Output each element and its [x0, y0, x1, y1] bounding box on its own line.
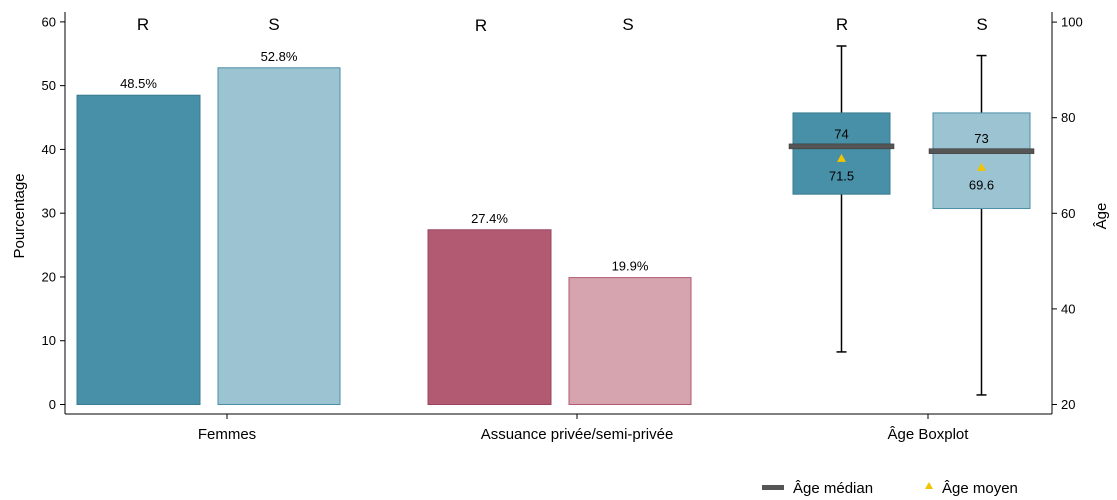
category-label-assurance: Assuance privée/semi-privée — [481, 426, 674, 443]
right-axis-title: Âge — [1093, 203, 1110, 230]
category-labels: Femmes Assuance privée/semi-privée Âge B… — [198, 426, 969, 443]
group-letter-r-boxplot: R — [836, 15, 848, 34]
bar-value-label: 48.5% — [120, 76, 157, 91]
median-line — [788, 143, 895, 150]
box — [792, 112, 891, 195]
plot-layer: 0 10 20 30 40 50 60 20 40 60 80 100 48.5% 52.8% 27.4% 1… — [42, 12, 1083, 419]
right-tick-label: 40 — [1061, 301, 1075, 316]
bar-value-label: 52.8% — [261, 49, 298, 64]
mean-label: 71.5 — [829, 168, 854, 183]
left-axis-title: Pourcentage — [11, 173, 28, 258]
group-letter-s-femmes: S — [268, 15, 279, 34]
left-tick-label: 20 — [42, 269, 56, 284]
bar — [568, 277, 692, 405]
mean-marker — [837, 153, 846, 162]
median-label: 73 — [974, 131, 988, 146]
right-tick-label: 80 — [1061, 110, 1075, 125]
right-tick-label: 100 — [1061, 15, 1083, 30]
left-tick-label: 50 — [42, 78, 56, 93]
legend-median-label: Âge médian — [793, 480, 873, 497]
legend-median-swatch — [762, 485, 784, 490]
legend: Âge médian Âge moyen — [762, 480, 1018, 497]
median-label: 74 — [834, 126, 848, 141]
box — [932, 112, 1031, 210]
left-tick-label: 60 — [42, 14, 56, 29]
legend-mean-label: Âge moyen — [942, 480, 1018, 497]
median-line — [928, 148, 1035, 154]
bar — [217, 67, 341, 405]
bar-value-label: 27.4% — [471, 211, 508, 226]
left-tick-label: 10 — [42, 333, 56, 348]
group-letter-r-assurance: R — [475, 16, 487, 35]
bar-value-label: 19.9% — [612, 259, 649, 274]
legend-mean-triangle-icon — [925, 482, 933, 489]
left-tick-label: 40 — [42, 142, 56, 157]
mean-marker — [977, 162, 986, 171]
group-letter-s-boxplot: S — [976, 15, 987, 34]
left-tick-label: 30 — [42, 206, 56, 221]
group-letter-s-assurance: S — [622, 15, 633, 34]
group-letter-r-femmes: R — [137, 15, 149, 34]
bar — [427, 229, 552, 405]
category-label-femmes: Femmes — [198, 426, 256, 443]
category-label-age-boxplot: Âge Boxplot — [888, 426, 970, 443]
right-tick-label: 60 — [1061, 206, 1075, 221]
bar — [76, 94, 201, 405]
group-letters: R S R S R S — [137, 15, 988, 35]
mean-label: 69.6 — [969, 177, 994, 192]
right-tick-label: 20 — [1061, 397, 1075, 412]
left-tick-label: 0 — [49, 397, 56, 412]
